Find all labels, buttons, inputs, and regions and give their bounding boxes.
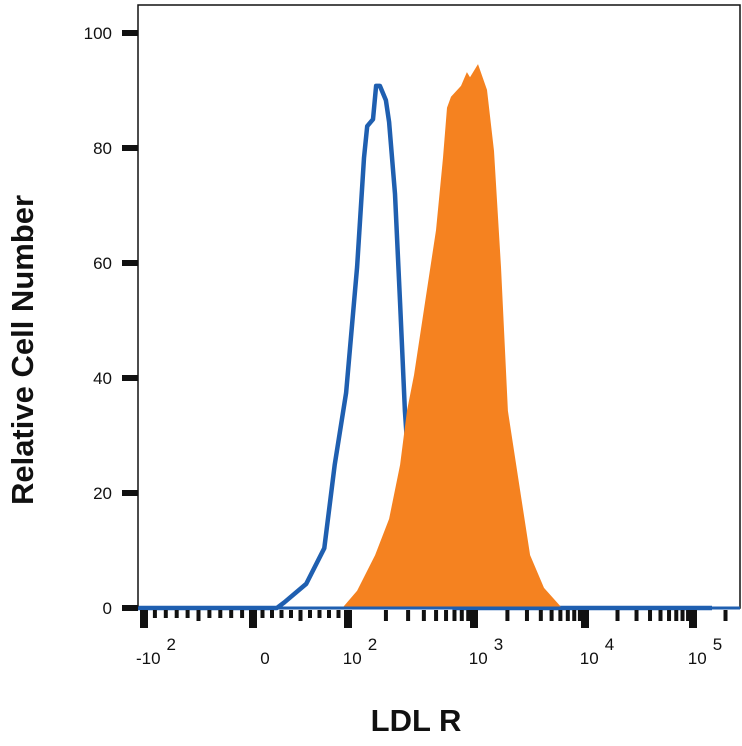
x-axis-title: LDL R <box>371 703 462 738</box>
x-tick-base: 0 <box>260 649 269 668</box>
x-minor-tick <box>577 610 582 621</box>
x-tick-exponent: 5 <box>713 635 722 654</box>
y-axis-title: Relative Cell Number <box>5 195 40 505</box>
x-tick-base: 10 <box>580 649 599 668</box>
x-tick-exponent: 2 <box>167 635 176 654</box>
x-minor-tick <box>615 610 620 621</box>
x-tick-exponent: 4 <box>605 635 614 654</box>
x-minor-tick <box>185 610 190 618</box>
x-minor-tick <box>658 610 663 621</box>
x-tick-base: 10 <box>688 649 707 668</box>
x-major-tick <box>689 610 697 628</box>
x-minor-tick <box>163 610 168 618</box>
x-tick-label: 0 <box>260 649 269 668</box>
y-tick-label: 100 <box>84 24 112 43</box>
x-major-tick <box>581 610 589 628</box>
x-minor-tick <box>279 610 284 618</box>
y-axis: 0 20 40 60 80 100 <box>84 24 138 618</box>
x-major-tick <box>249 610 257 628</box>
y-major-tick <box>122 375 138 381</box>
x-minor-tick <box>218 610 223 618</box>
x-minor-tick <box>327 610 331 618</box>
y-tick-label: 80 <box>93 139 112 158</box>
x-minor-tick <box>336 610 341 618</box>
x-major-tick <box>470 610 478 628</box>
x-minor-tick <box>558 610 563 621</box>
x-minor-tick <box>207 610 212 618</box>
x-minor-tick <box>686 610 691 621</box>
x-tick-base: 10 <box>343 649 362 668</box>
x-tick-base: -10 <box>136 649 161 668</box>
series-layer <box>138 64 712 611</box>
x-minor-tick <box>444 610 449 621</box>
x-minor-tick <box>434 610 439 621</box>
x-tick-label: -10 2 <box>136 635 176 668</box>
y-major-tick <box>122 260 138 266</box>
x-minor-tick <box>421 610 426 621</box>
x-minor-tick <box>289 610 293 618</box>
x-minor-tick <box>634 610 639 621</box>
y-tick-label: 40 <box>93 369 112 388</box>
y-tick-label: 0 <box>103 599 112 618</box>
x-minor-tick <box>667 610 672 621</box>
x-minor-tick <box>505 610 510 621</box>
x-tick-label: 10 2 <box>343 635 377 668</box>
x-axis: -10 2 0 10 2 10 3 10 4 10 5 <box>136 606 740 668</box>
x-minor-tick <box>565 610 570 621</box>
x-minor-tick <box>466 610 471 621</box>
y-tick-label: 60 <box>93 254 112 273</box>
y-tick-label: 20 <box>93 484 112 503</box>
y-major-tick <box>122 605 138 611</box>
x-minor-tick <box>196 610 201 621</box>
x-tick-label: 10 3 <box>469 635 503 668</box>
x-minor-tick <box>298 610 303 621</box>
x-minor-tick <box>572 610 577 621</box>
y-major-tick <box>122 490 138 496</box>
x-tick-label: 10 5 <box>688 635 722 668</box>
series-ldl-r-filled-histogram <box>342 64 562 609</box>
x-minor-tick <box>648 610 653 621</box>
x-minor-tick <box>452 610 457 621</box>
x-minor-tick <box>406 610 411 621</box>
x-minor-tick <box>524 610 529 621</box>
x-minor-tick <box>270 610 274 618</box>
y-major-tick <box>122 30 138 36</box>
x-minor-tick <box>459 610 464 621</box>
x-minor-tick <box>174 610 179 618</box>
y-major-tick <box>122 145 138 151</box>
x-tick-exponent: 3 <box>494 635 503 654</box>
x-minor-tick <box>240 610 245 618</box>
x-major-tick <box>140 610 148 628</box>
x-minor-tick <box>538 610 543 621</box>
x-minor-tick <box>152 610 157 618</box>
x-minor-tick <box>674 610 679 621</box>
x-minor-tick <box>723 610 728 621</box>
x-minor-tick <box>229 610 234 618</box>
x-minor-tick <box>308 610 312 618</box>
x-tick-label: 10 4 <box>580 635 614 668</box>
x-minor-tick <box>383 610 388 621</box>
x-minor-tick <box>317 610 322 618</box>
x-minor-tick <box>680 610 685 621</box>
x-minor-tick <box>260 610 265 618</box>
x-major-tick <box>344 610 352 628</box>
x-tick-exponent: 2 <box>368 635 377 654</box>
x-minor-tick <box>549 610 554 621</box>
x-tick-base: 10 <box>469 649 488 668</box>
